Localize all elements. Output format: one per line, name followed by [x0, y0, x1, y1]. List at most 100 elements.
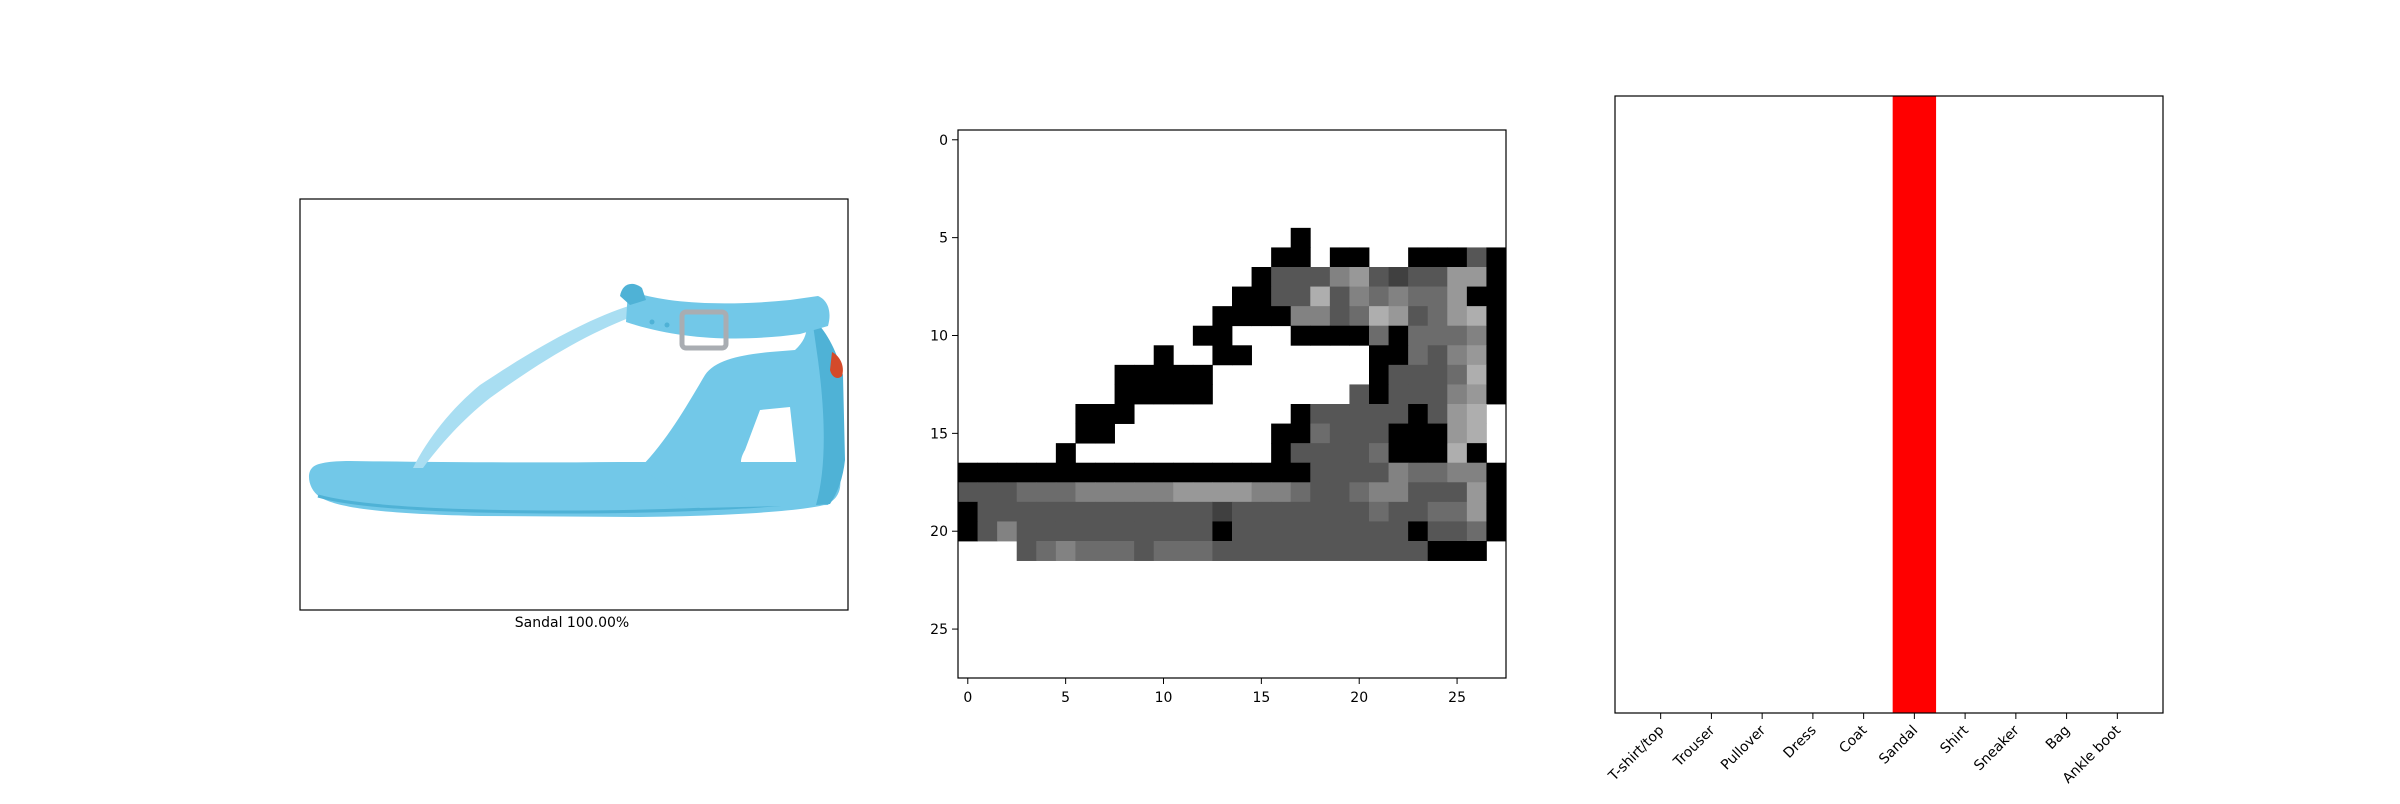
heatmap-cell — [1467, 521, 1487, 541]
heatmap-cell — [1408, 404, 1428, 424]
heatmap-cell — [1056, 443, 1076, 463]
heatmap-cell — [1408, 424, 1428, 444]
heatmap-cell — [1193, 326, 1213, 346]
heatmap-cell — [1447, 463, 1467, 483]
heatmap-cell — [1291, 424, 1311, 444]
heatmap-cell — [1252, 267, 1272, 287]
heatmap-cell — [1173, 365, 1193, 385]
heatmap-cell — [1154, 482, 1174, 502]
heatmap-cell — [1389, 404, 1409, 424]
heatmap-cell — [1232, 345, 1252, 365]
heatmap-panel: 0 5 10 15 20 25 0 5 10 15 20 25 — [930, 130, 1506, 706]
heatmap-cell — [1428, 424, 1448, 444]
heatmap-cell — [997, 521, 1017, 541]
heatmap-cell — [1291, 267, 1311, 287]
bar-chart-x-axis: T-shirt/top Trouser Pullover Dress Coat Sanda… — [1605, 713, 2124, 787]
heatmap-cell — [1075, 404, 1095, 424]
heatmap-cell — [1310, 463, 1330, 483]
heatmap-cell — [1134, 384, 1154, 404]
heatmap-cell — [1232, 306, 1252, 326]
heatmap-cell — [1056, 502, 1076, 522]
heatmap-y-tick-label: 0 — [939, 133, 948, 149]
heatmap-cell — [1447, 365, 1467, 385]
heatmap-cell — [1428, 463, 1448, 483]
heatmap-cell — [1115, 384, 1135, 404]
heatmap-cell — [1349, 482, 1369, 502]
heatmap-cell — [1447, 306, 1467, 326]
heatmap-y-tick-label: 5 — [939, 231, 948, 247]
heatmap-y-tick-label: 15 — [930, 426, 948, 442]
heatmap-cell — [958, 521, 978, 541]
heatmap-cell — [1036, 521, 1056, 541]
bar-chart-bars — [1893, 96, 1936, 713]
heatmap-cell — [1056, 463, 1076, 483]
heatmap-cell — [1212, 306, 1232, 326]
heatmap-cell — [1349, 502, 1369, 522]
bar-x-tick-label: Bag — [2043, 723, 2073, 753]
heatmap-cell — [1428, 384, 1448, 404]
heatmap-cell — [978, 502, 998, 522]
heatmap-cell — [1408, 482, 1428, 502]
heatmap-cell — [1056, 521, 1076, 541]
heatmap-cell — [1291, 247, 1311, 267]
heatmap-cell — [1408, 247, 1428, 267]
heatmap-x-axis: 0 5 10 15 20 25 — [963, 678, 1466, 706]
heatmap-cell — [1349, 541, 1369, 561]
heatmap-cell — [1212, 521, 1232, 541]
heatmap-cell — [1271, 424, 1291, 444]
heatmap-cell — [1310, 287, 1330, 307]
heatmap-cell — [1486, 345, 1506, 365]
heatmap-cell — [1428, 541, 1448, 561]
heatmap-cell — [1252, 541, 1272, 561]
heatmap-cell — [1389, 267, 1409, 287]
heatmap-cell — [1467, 404, 1487, 424]
heatmap-cell — [1193, 502, 1213, 522]
heatmap-cell — [1369, 365, 1389, 385]
heatmap-cell — [1389, 443, 1409, 463]
heatmap-y-tick-label: 20 — [930, 524, 948, 540]
heatmap-cell — [1291, 463, 1311, 483]
heatmap-cell — [1173, 463, 1193, 483]
heatmap-cell — [1252, 306, 1272, 326]
heatmap-cell — [1212, 541, 1232, 561]
heatmap-cell — [1467, 424, 1487, 444]
heatmap-cell — [978, 521, 998, 541]
bar-x-tick-label: Shirt — [1937, 722, 1972, 757]
heatmap-cell — [1330, 267, 1350, 287]
heatmap-cell — [1389, 365, 1409, 385]
bar-chart-panel: T-shirt/top Trouser Pullover Dress Coat Sanda… — [1605, 96, 2163, 787]
heatmap-cell — [1428, 404, 1448, 424]
heatmap-cell — [1330, 424, 1350, 444]
heatmap-cell — [1447, 424, 1467, 444]
heatmap-cell — [1408, 345, 1428, 365]
heatmap-cell — [1389, 424, 1409, 444]
heatmap-cell — [1252, 502, 1272, 522]
heatmap-cell — [1017, 463, 1037, 483]
heatmap-cell — [978, 463, 998, 483]
heatmap-cell — [1447, 443, 1467, 463]
heatmap-cell — [1252, 463, 1272, 483]
heatmap-cell — [1291, 326, 1311, 346]
heatmap-cell — [1095, 541, 1115, 561]
heatmap-cell — [1467, 482, 1487, 502]
heatmap-cell — [1115, 502, 1135, 522]
heatmap-cell — [1349, 463, 1369, 483]
heatmap-cell — [1408, 326, 1428, 346]
heatmap-cell — [1193, 463, 1213, 483]
heatmap-cell — [1154, 384, 1174, 404]
heatmap-cell — [1271, 521, 1291, 541]
heatmap-cell — [1115, 463, 1135, 483]
heatmap-cell — [1310, 482, 1330, 502]
heatmap-cell — [1369, 345, 1389, 365]
heatmap-cell — [1232, 463, 1252, 483]
heatmap-cells — [958, 228, 1506, 561]
heatmap-cell — [1486, 482, 1506, 502]
image-caption: Sandal 100.00% — [515, 615, 629, 631]
heatmap-cell — [1428, 287, 1448, 307]
heatmap-cell — [1447, 326, 1467, 346]
heatmap-cell — [1389, 502, 1409, 522]
heatmap-cell — [1467, 287, 1487, 307]
heatmap-cell — [1095, 404, 1115, 424]
heatmap-cell — [1212, 345, 1232, 365]
heatmap-cell — [1369, 384, 1389, 404]
